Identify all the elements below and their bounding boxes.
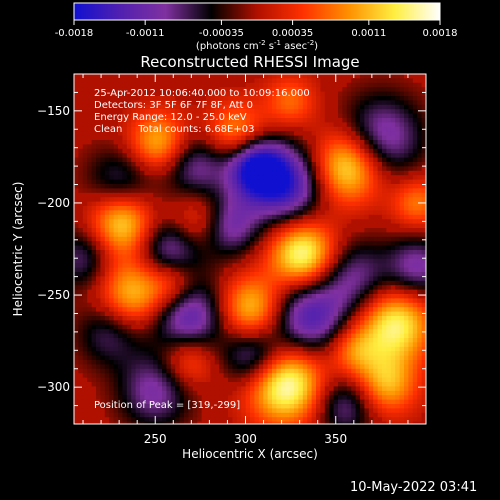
colorbar-tick-label: -0.00035 bbox=[199, 28, 244, 39]
info-line-time: 25-Apr-2012 10:06:40.000 to 10:09:16.000 bbox=[94, 88, 310, 99]
colorbar-tick-label: 0.0011 bbox=[351, 28, 386, 39]
x-axis-label: Heliocentric X (arcsec) bbox=[182, 447, 318, 461]
chart-title: Reconstructed RHESSI Image bbox=[140, 53, 359, 71]
x-tick-label: 350 bbox=[324, 432, 347, 446]
info-line-energy: Energy Range: 12.0 - 25.0 keV bbox=[94, 112, 247, 123]
plot-frame bbox=[73, 73, 427, 425]
x-tick-label: 250 bbox=[144, 432, 167, 446]
y-tick-label: −150 bbox=[37, 104, 70, 118]
colorbar-tick-label: 0.0018 bbox=[423, 28, 458, 39]
colorbar-strip bbox=[73, 2, 441, 21]
peak-position: Position of Peak = [319,-299] bbox=[94, 400, 240, 411]
y-tick-label: −200 bbox=[37, 196, 70, 210]
info-overlay: 25-Apr-2012 10:06:40.000 to 10:09:16.000… bbox=[94, 88, 310, 411]
y-axis: −150 −200 −250 −300 bbox=[37, 73, 426, 425]
colorbar-ticks: -0.0018 -0.0011 -0.00035 0.00035 0.0011 0.001… bbox=[55, 20, 458, 39]
x-axis: 250 300 350 bbox=[82, 74, 427, 446]
colorbar-tick-label: -0.0018 bbox=[55, 28, 94, 39]
timestamp: 10-May-2022 03:41 bbox=[350, 480, 478, 495]
colorbar-tick-label: -0.0011 bbox=[126, 28, 165, 39]
x-tick-label: 300 bbox=[234, 432, 257, 446]
heatmap-image bbox=[74, 74, 426, 424]
y-axis-label: Heliocentric Y (arcsec) bbox=[11, 182, 25, 317]
y-tick-label: −250 bbox=[37, 288, 70, 302]
y-tick-label: −300 bbox=[37, 380, 70, 394]
colorbar-label: (photons cm-2 s-1 asec-2) bbox=[196, 39, 318, 52]
colorbar: -0.0018 -0.0011 -0.00035 0.00035 0.0011 0.001… bbox=[55, 2, 458, 52]
colorbar-tick-label: 0.00035 bbox=[272, 28, 313, 39]
info-line-detectors: Detectors: 3F 5F 6F 7F 8F, Att 0 bbox=[94, 100, 253, 111]
info-line-counts: Clean Total counts: 6.68E+03 bbox=[94, 124, 254, 135]
